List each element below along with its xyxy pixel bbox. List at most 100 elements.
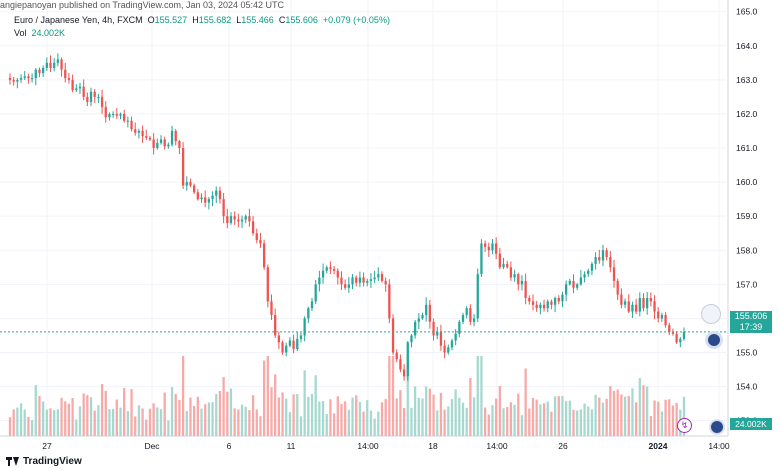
volume-bar (583, 403, 586, 436)
volume-bar (207, 402, 211, 436)
volume-bar (461, 402, 465, 436)
candle-body (528, 297, 531, 302)
price-tick-label: 157.0 (736, 279, 758, 289)
candle-body (553, 297, 557, 305)
candle-body (576, 284, 579, 288)
volume-bar (395, 398, 398, 436)
volume-bar (579, 409, 583, 436)
volume-bar (123, 388, 126, 436)
volume-bar (531, 397, 535, 436)
candle-body (461, 315, 465, 322)
candle-body (594, 257, 597, 264)
candle-body (402, 369, 406, 377)
volume-bar (384, 399, 387, 436)
volume-bar (336, 396, 339, 436)
volume-bar (332, 413, 336, 436)
volume-bar (67, 403, 71, 436)
candle-body (579, 277, 583, 285)
volume-bar (34, 385, 37, 436)
volume-bar (45, 409, 48, 436)
candle-body (336, 270, 339, 278)
candle-body (23, 76, 26, 79)
candle-body (42, 67, 45, 74)
volume-bar (53, 410, 56, 436)
volume-bar (358, 401, 362, 436)
volume-bar (428, 388, 432, 436)
candle-body (425, 304, 428, 316)
alert-icon[interactable] (705, 331, 723, 349)
candle-body (34, 69, 37, 79)
volume-bar (115, 399, 118, 436)
candle-body (64, 69, 67, 79)
volume-bar (185, 411, 188, 436)
volume-bar (502, 408, 505, 436)
candle-body (211, 195, 214, 200)
candle-body (259, 240, 262, 244)
volume-bar (576, 410, 579, 436)
candle-body (421, 315, 424, 319)
volume-bar (104, 390, 107, 436)
volume-bar (638, 378, 641, 436)
candle-body (542, 304, 546, 309)
tradingview-logo[interactable]: TradingView (6, 456, 82, 467)
candle-body (344, 284, 347, 288)
volume-bar (465, 407, 468, 436)
volume-bar (130, 389, 133, 436)
candle-body (513, 274, 516, 278)
candle-body (229, 216, 233, 223)
candle-body (270, 301, 273, 316)
candle-body (255, 233, 258, 241)
time-axis[interactable]: 27 Dec 6 11 14:00 18 14:00 26 2024 14:00 (42, 441, 730, 451)
candle-body (130, 120, 133, 130)
candle-body (517, 274, 520, 285)
candle-body (657, 311, 660, 319)
candle-body (167, 144, 170, 147)
volume-bar (156, 407, 159, 436)
time-tick-label: 6 (227, 441, 232, 451)
candle-body (218, 190, 222, 200)
candle-body (262, 243, 266, 268)
candle-body (406, 342, 409, 377)
volume-bar (539, 404, 542, 436)
volume-bar (351, 397, 354, 436)
time-tick-label: 14:00 (357, 441, 379, 451)
volume-bar (307, 396, 310, 436)
candle-body (362, 277, 365, 283)
candle-body (178, 141, 181, 149)
candle-body (12, 79, 15, 82)
candle-body (292, 340, 295, 350)
candle-body (119, 113, 122, 116)
candle-body (321, 270, 325, 278)
volume-bar (27, 417, 30, 436)
candle-body (115, 113, 118, 116)
volume-bar (524, 368, 527, 436)
candle-body (86, 96, 89, 103)
volume-bar (653, 400, 656, 436)
candle-body (53, 62, 56, 68)
symbol-name[interactable]: Euro / Japanese Yen, 4h, FXCM (14, 15, 143, 25)
candle-body (45, 62, 48, 68)
volume-bar (134, 416, 137, 436)
volume-bar (38, 395, 41, 436)
candle-body (189, 182, 192, 186)
candle-body (108, 113, 111, 118)
settings-icon[interactable] (701, 304, 721, 324)
volume-bar (425, 386, 428, 436)
volume-bar (682, 396, 686, 436)
candle-body (207, 199, 211, 203)
replay-icon[interactable]: ↯ (677, 418, 692, 433)
volume-bar (660, 411, 664, 436)
candle-body (568, 280, 571, 285)
volume-bar (299, 416, 303, 436)
volume-bar (211, 402, 214, 436)
candle-body (237, 219, 240, 222)
candle-body (285, 345, 288, 353)
target-icon[interactable] (709, 419, 725, 435)
price-axis[interactable]: 153.0154.0155.0156.0157.0158.0159.0160.0… (736, 7, 758, 426)
volume-bar (587, 406, 590, 436)
volume-bar (454, 389, 457, 436)
open-label: O (147, 15, 155, 25)
volume-bar (406, 356, 409, 436)
candle-body (152, 139, 155, 149)
